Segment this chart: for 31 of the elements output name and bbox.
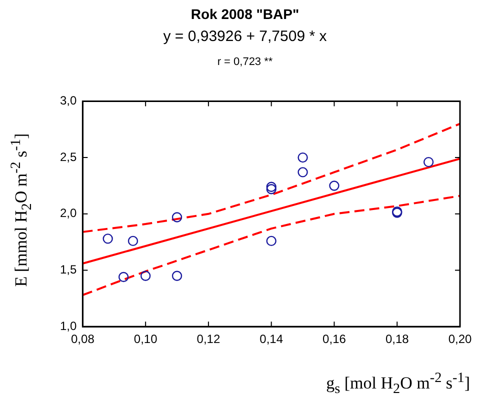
y-tick-label: 1,0	[60, 318, 77, 333]
y-tick-label: 1,5	[60, 262, 77, 277]
x-tick-label: 0,20	[448, 332, 472, 346]
line-series	[82, 122, 460, 233]
point	[266, 184, 276, 194]
point	[172, 212, 182, 222]
text: r = 0,723 **	[216, 56, 274, 68]
point	[329, 180, 340, 191]
x-tick-label: 0,12	[196, 332, 220, 346]
x-tick-label: 0,10	[134, 332, 158, 346]
y-tick-label: 2,0	[60, 206, 77, 220]
x-tick-label: 0,18	[385, 332, 410, 346]
point	[102, 234, 113, 244]
point	[128, 236, 138, 246]
x-tick-label: 0,16	[322, 332, 346, 346]
chart-subtitle: y = 0,93926 + 7,7509 * x	[162, 28, 328, 45]
point	[298, 152, 308, 163]
point	[266, 182, 276, 192]
x-tick-label: 0,08	[71, 332, 95, 346]
point	[266, 236, 276, 246]
point	[298, 167, 308, 178]
point	[423, 156, 434, 168]
y-tick-label: 3,0	[60, 94, 77, 108]
point	[172, 270, 182, 281]
chart-title: Rok 2008 "BAP"	[190, 6, 300, 22]
point	[140, 270, 151, 281]
line-series	[82, 194, 460, 296]
point	[118, 272, 129, 282]
x-tick-label: 0,14	[260, 332, 284, 346]
y-tick-label: 2,5	[60, 150, 77, 164]
text: g$_{s}$ [mol H$_{2}$O m$^{-2}$ s$^{-1}$]	[326, 370, 470, 398]
